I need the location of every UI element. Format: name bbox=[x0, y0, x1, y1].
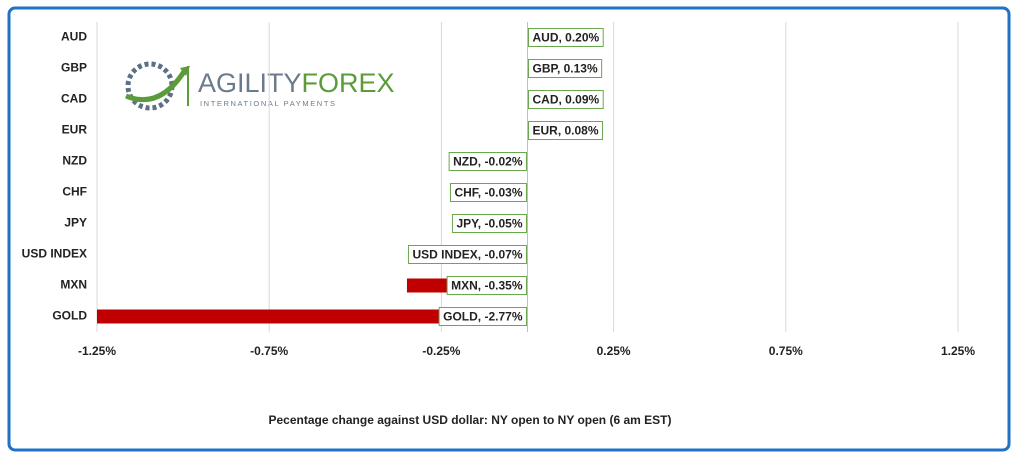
y-tick-label: AUD bbox=[61, 30, 87, 44]
x-tick-label: -0.75% bbox=[250, 344, 288, 358]
x-tick-label: 1.25% bbox=[941, 344, 975, 358]
logo-part2: FOREX bbox=[302, 68, 395, 98]
data-label-box bbox=[449, 183, 527, 202]
data-label: USD INDEX, -0.07% bbox=[412, 248, 522, 262]
data-label-box bbox=[407, 245, 527, 264]
data-label-box bbox=[448, 152, 527, 171]
data-label: CAD, 0.09% bbox=[533, 93, 600, 107]
data-label-box bbox=[438, 307, 527, 326]
data-label-box bbox=[528, 59, 603, 78]
data-label: NZD, -0.02% bbox=[453, 155, 523, 169]
y-tick-label: EUR bbox=[62, 123, 88, 137]
data-label: GOLD, -2.77% bbox=[443, 310, 523, 324]
x-tick-label: 0.75% bbox=[769, 344, 803, 358]
logo-text: AGILITYFOREX bbox=[198, 68, 395, 98]
y-tick-label: USD INDEX bbox=[22, 247, 87, 261]
y-tick-label: NZD bbox=[62, 154, 87, 168]
logo-tagline: INTERNATIONAL PAYMENTS bbox=[200, 99, 337, 108]
data-label-box bbox=[451, 214, 527, 233]
y-tick-label: GOLD bbox=[52, 309, 87, 323]
data-label: AUD, 0.20% bbox=[533, 31, 600, 45]
data-label-box bbox=[528, 28, 604, 47]
logo-swoosh bbox=[125, 68, 188, 103]
y-tick-label: GBP bbox=[61, 61, 87, 75]
data-label-box bbox=[528, 90, 604, 109]
y-tick-label: JPY bbox=[64, 216, 87, 230]
x-tick-label: -0.25% bbox=[422, 344, 460, 358]
data-label: JPY, -0.05% bbox=[456, 217, 522, 231]
data-label: GBP, 0.13% bbox=[533, 62, 598, 76]
logo: AGILITYFOREX INTERNATIONAL PAYMENTS bbox=[125, 61, 395, 111]
data-label: CHF, -0.03% bbox=[454, 186, 522, 200]
grid bbox=[96, 22, 959, 332]
data-label: EUR, 0.08% bbox=[533, 124, 599, 138]
x-tick-label: -1.25% bbox=[78, 344, 116, 358]
bar bbox=[97, 309, 528, 324]
x-tick-label: 0.25% bbox=[597, 344, 631, 358]
y-tick-label: CAD bbox=[61, 92, 87, 106]
data-labels: AUD, 0.20% GBP, 0.13% CAD, 0.09% EUR, 0.08%… bbox=[407, 28, 604, 326]
data-label: MXN, -0.35% bbox=[451, 279, 523, 293]
logo-part1: AGILITY bbox=[198, 68, 302, 98]
y-tick-label: MXN bbox=[60, 278, 87, 292]
y-tick-label: CHF bbox=[62, 185, 87, 199]
data-label-box bbox=[446, 276, 527, 295]
x-axis-label: Pecentage change against USD dollar: NY … bbox=[269, 413, 672, 427]
data-label-box bbox=[528, 121, 604, 140]
